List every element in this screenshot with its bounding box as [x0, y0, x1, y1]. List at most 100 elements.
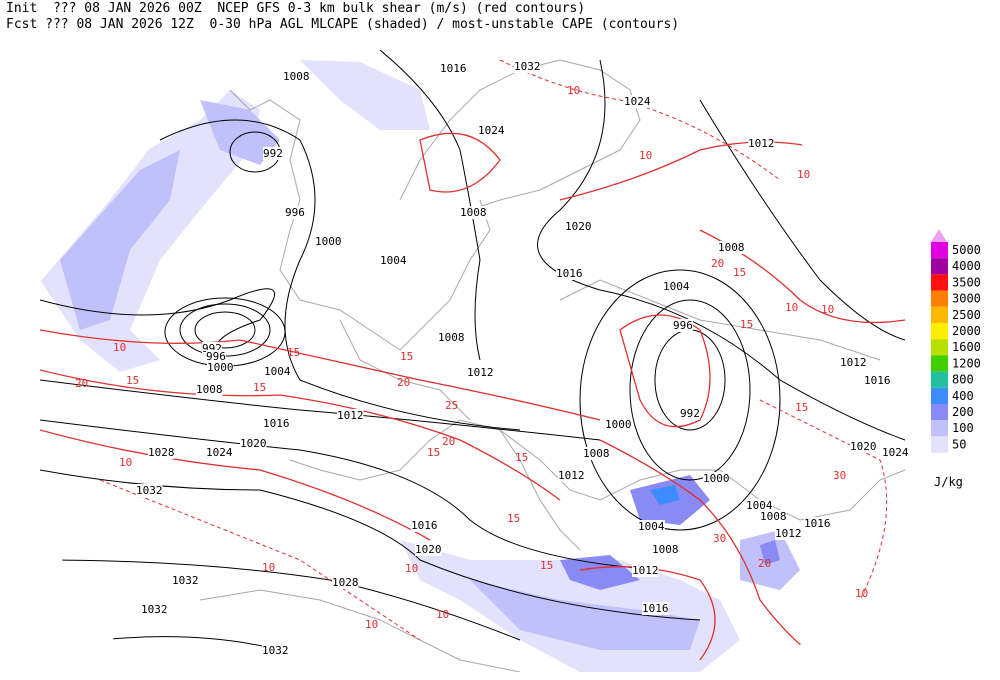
label-bg: [718, 241, 745, 254]
shear-label: 15: [540, 559, 553, 572]
label-bg: [172, 574, 199, 587]
shear-label: 15: [795, 401, 808, 414]
isobar-label: 992: [263, 147, 283, 160]
label-bg: [703, 472, 730, 485]
label-bg: [196, 383, 223, 396]
label-bg: [804, 517, 831, 530]
isobar-label: 1024: [206, 446, 233, 459]
label-bg: [460, 206, 487, 219]
colorbar-swatch: [931, 436, 948, 453]
colorbar-swatch: [931, 242, 948, 259]
header-line-2: Fcst ??? 08 JAN 2026 12Z 0-30 hPa AGL ML…: [6, 17, 679, 32]
colorbar-label: 400: [952, 389, 974, 403]
shear-contours: [40, 132, 906, 661]
shear-label: 10: [262, 561, 275, 574]
shear-label: 10: [119, 456, 132, 469]
shear-label: 10: [567, 84, 580, 97]
colorbar-swatch: [931, 258, 948, 275]
label-bg: [638, 520, 665, 533]
shear-label: 15: [126, 374, 139, 387]
isobar-label: 1008: [283, 70, 310, 83]
colorbar-label: 3000: [952, 292, 981, 306]
isobar-label: 996: [206, 350, 226, 363]
isobar-label: 1008: [718, 241, 745, 254]
isobar-label: 1032: [172, 574, 199, 587]
colorbar-swatch: [931, 323, 948, 340]
label-bg: [882, 446, 909, 459]
isobar-label: 1024: [882, 446, 909, 459]
label-bg: [263, 417, 290, 430]
label-bg: [206, 446, 233, 459]
isobar-label: 1016: [642, 602, 669, 615]
isobar-label: 1004: [264, 365, 291, 378]
shear-label: 20: [711, 257, 724, 270]
isobar-label: 1016: [440, 62, 467, 75]
shear-label: 20: [442, 435, 455, 448]
label-bg: [624, 95, 651, 108]
label-bg: [415, 543, 442, 556]
shear-label: 10: [365, 618, 378, 631]
isobar-label: 1016: [556, 267, 583, 280]
isobar-label: 1004: [663, 280, 690, 293]
isobars: [40, 49, 906, 651]
isobar-label: 1004: [380, 254, 407, 267]
cape-shading: [40, 60, 800, 672]
label-bg: [207, 361, 234, 374]
label-bg: [558, 469, 585, 482]
isobar-label: 1012: [337, 409, 364, 422]
shear-label: 10: [797, 168, 810, 181]
colorbar-swatch: [931, 420, 948, 437]
isobar-label: 1020: [850, 440, 877, 453]
label-bg: [605, 418, 632, 431]
label-bg: [652, 543, 679, 556]
isobar-label: 1008: [460, 206, 487, 219]
header-line-1: Init ??? 08 JAN 2026 00Z NCEP GFS 0-3 km…: [6, 1, 585, 16]
isobar-label: 1012: [558, 469, 585, 482]
isobar-label: 1032: [141, 603, 168, 616]
shear-label: 10: [855, 587, 868, 600]
isobar-label: 1008: [583, 447, 610, 460]
colorbar-label: 200: [952, 405, 974, 419]
label-bg: [411, 519, 438, 532]
shear-label: 25: [445, 399, 458, 412]
isobar-label: 992: [680, 407, 700, 420]
label-bg: [840, 356, 867, 369]
label-bg: [478, 124, 505, 137]
shear-label: 15: [400, 350, 413, 363]
isobar-label: 1012: [467, 366, 494, 379]
shear-label: 20: [75, 377, 88, 390]
colorbar-unit: J/kg: [934, 475, 963, 489]
colorbar-triangle: [931, 229, 947, 242]
label-bg: [136, 484, 163, 497]
isobar-label: 996: [285, 206, 305, 219]
label-bg: [514, 60, 541, 73]
isobar-label: 1032: [262, 644, 289, 657]
label-bg: [775, 527, 802, 540]
shear-label: 15: [507, 512, 520, 525]
colorbar-label: 2000: [952, 324, 981, 338]
colorbar-swatch: [931, 274, 948, 291]
label-bg: [467, 366, 494, 379]
colorbar-label: 1600: [952, 340, 981, 354]
shear-label: 15: [287, 346, 300, 359]
label-bg: [850, 440, 877, 453]
colorbar-label: 800: [952, 373, 974, 387]
isobar-label: 1032: [514, 60, 541, 73]
shear-label: 10: [405, 562, 418, 575]
shear-label: 30: [713, 532, 726, 545]
colorbar-swatch: [931, 339, 948, 356]
isobar-label: 1020: [565, 220, 592, 233]
isobar-label: 1028: [332, 576, 359, 589]
colorbar-label: 2500: [952, 308, 981, 322]
label-bg: [438, 331, 465, 344]
shear-label: 10: [436, 608, 449, 621]
label-bg: [240, 437, 267, 450]
shear-label: 10: [785, 301, 798, 314]
shear-label: 15: [733, 266, 746, 279]
shear-label: 20: [758, 557, 771, 570]
map-area: [40, 40, 910, 672]
colorbar-swatch: [931, 387, 948, 404]
isobar-label: 1008: [196, 383, 223, 396]
